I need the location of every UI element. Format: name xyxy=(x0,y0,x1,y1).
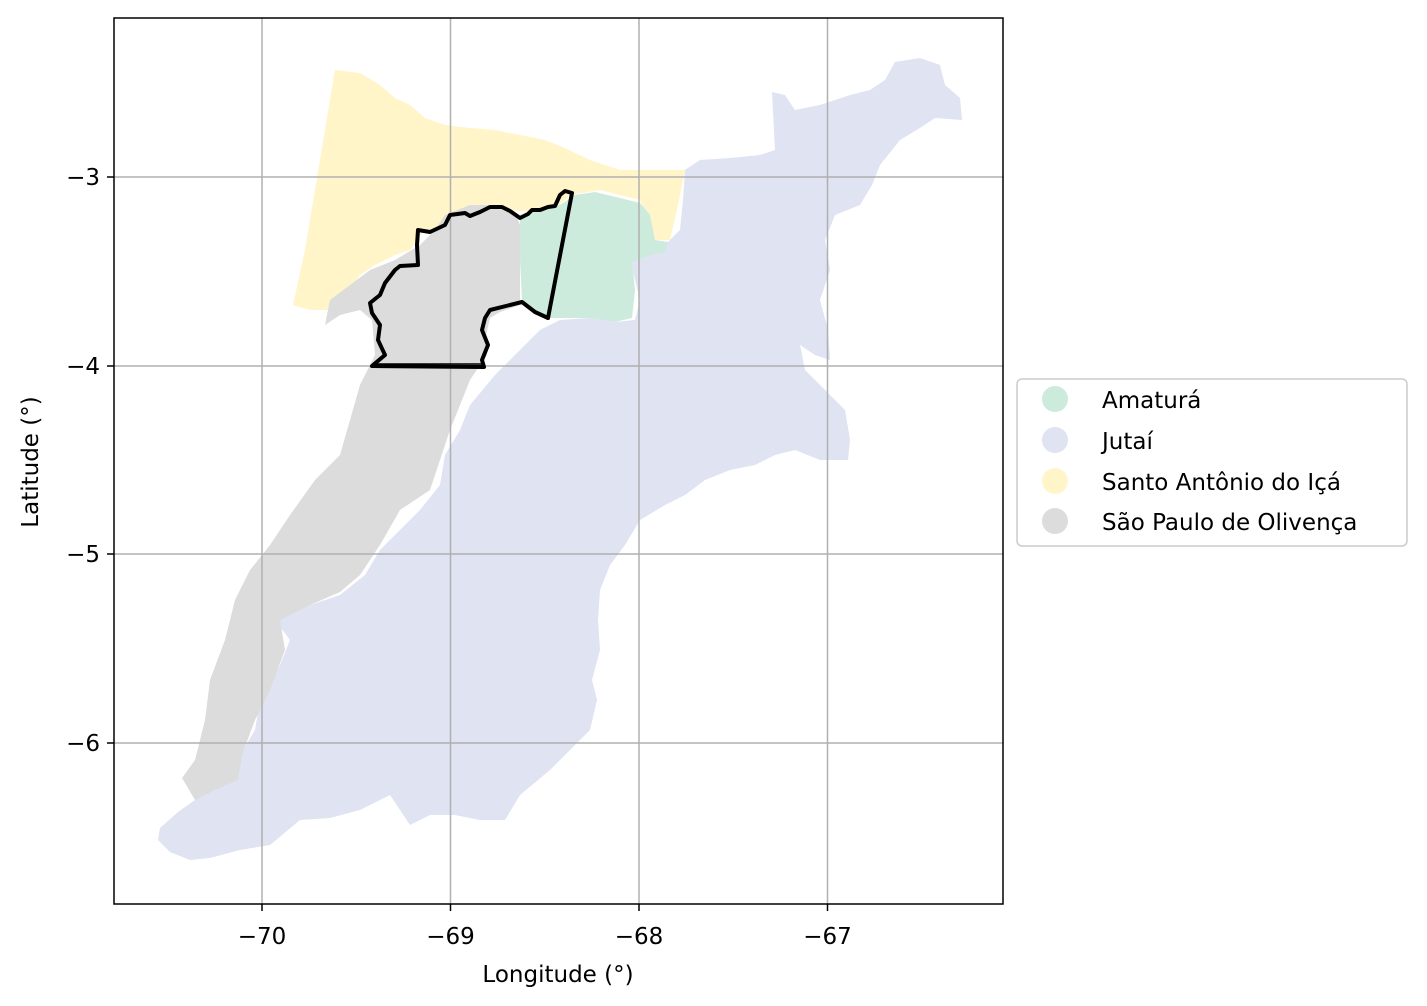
legend-marker xyxy=(1042,468,1068,494)
x-axis: −70 −69 −68 −67 Longitude (°) xyxy=(238,904,852,988)
x-tick-label: −69 xyxy=(426,924,475,950)
highlighted-region-outline xyxy=(368,189,574,369)
legend-item-santo-antonio-do-ica: Santo Antônio do Içá xyxy=(1042,468,1341,496)
legend-item-sao-paulo-de-olivenca: São Paulo de Olivença xyxy=(1042,508,1357,536)
grid-lines xyxy=(114,18,1003,904)
legend-label: Amaturá xyxy=(1102,388,1201,414)
y-axis: −3 −4 −5 −6 Latitude (°) xyxy=(18,165,114,757)
legend-label: São Paulo de Olivença xyxy=(1102,510,1357,536)
region-sao-paulo-de-olivenca[interactable] xyxy=(182,205,520,800)
region-jutai[interactable] xyxy=(158,58,962,860)
map-regions xyxy=(158,58,962,860)
legend-label: Santo Antônio do Içá xyxy=(1102,470,1341,496)
x-tick-label: −68 xyxy=(615,924,664,950)
axes-frame xyxy=(113,17,1004,905)
legend-item-jutai: Jutaí xyxy=(1042,427,1153,455)
legend-label: Jutaí xyxy=(1100,429,1153,455)
region-santo-antonio-do-ica[interactable] xyxy=(293,70,685,310)
y-tick-label: −6 xyxy=(66,731,100,757)
x-axis-label: Longitude (°) xyxy=(482,962,633,988)
legend-marker xyxy=(1042,427,1068,453)
y-tick-label: −4 xyxy=(66,354,100,380)
legend-marker xyxy=(1042,508,1068,534)
legend-marker xyxy=(1042,386,1068,412)
y-tick-label: −3 xyxy=(66,165,100,191)
region-amatura[interactable] xyxy=(520,192,668,322)
legend: Amaturá Jutaí Santo Antônio do Içá São P… xyxy=(1016,378,1408,547)
x-tick-label: −67 xyxy=(803,924,852,950)
y-tick-label: −5 xyxy=(66,542,100,568)
legend-item-amatura: Amaturá xyxy=(1042,386,1201,414)
x-tick-label: −70 xyxy=(238,924,287,950)
y-axis-label: Latitude (°) xyxy=(18,396,44,527)
legend-box xyxy=(1016,378,1408,547)
